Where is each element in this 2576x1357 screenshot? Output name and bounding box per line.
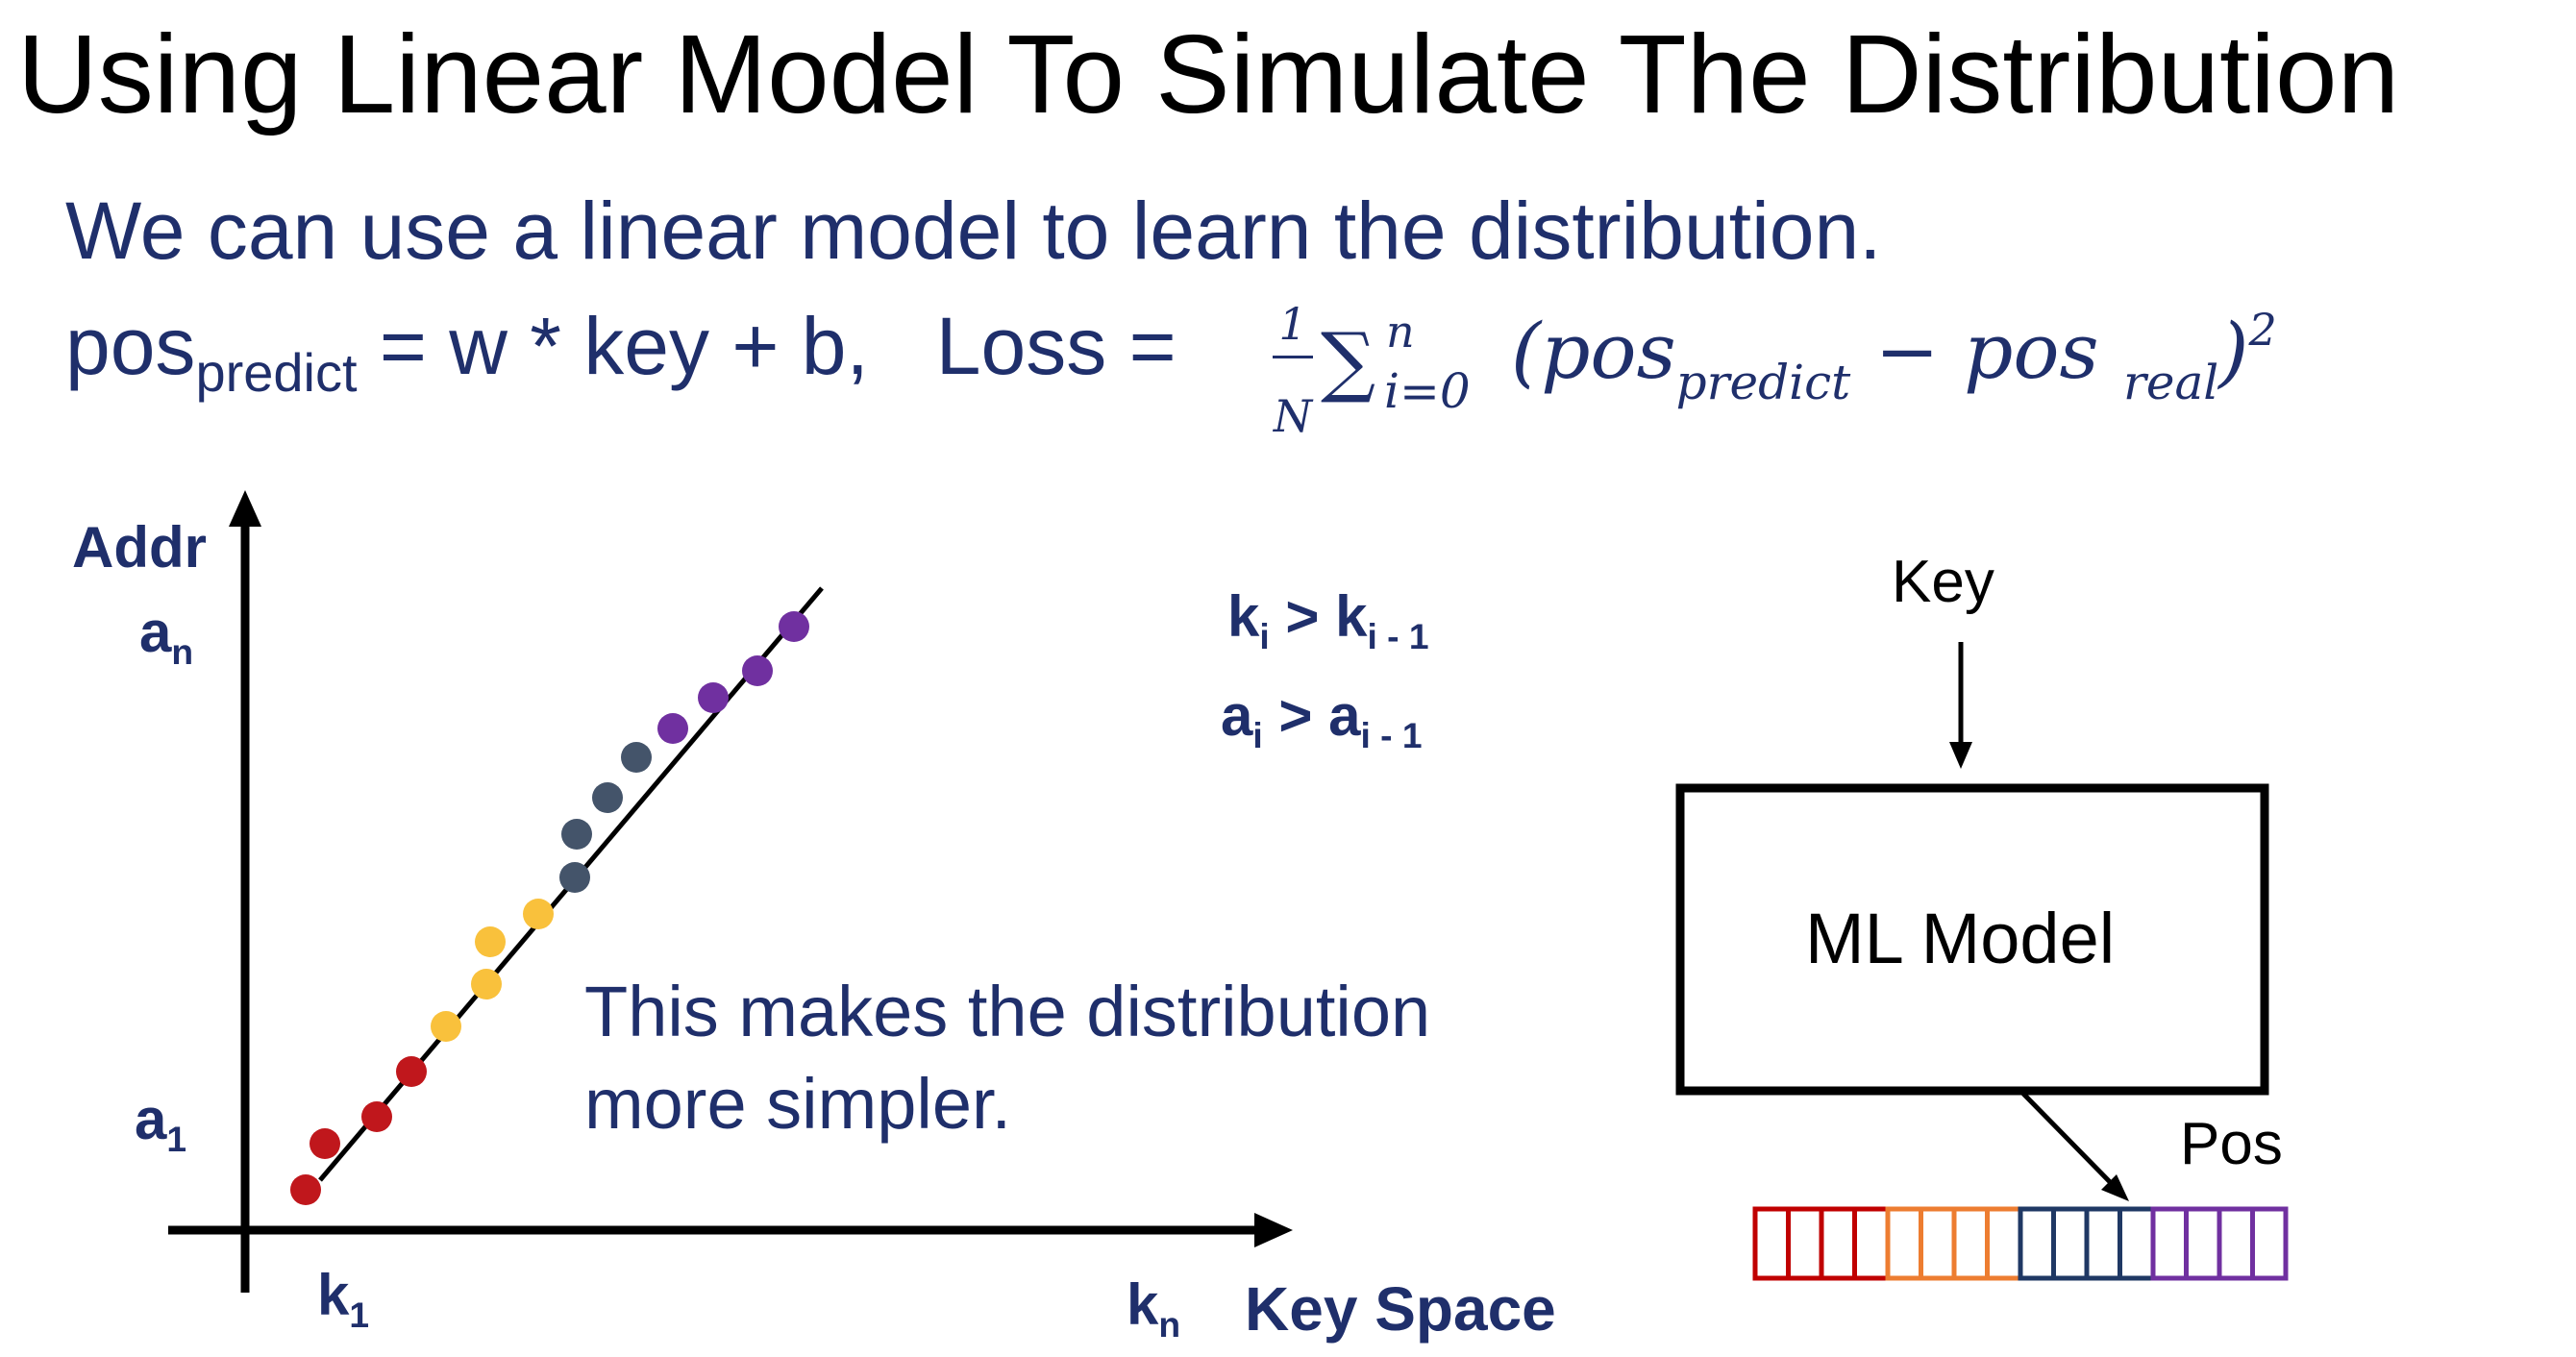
position-array <box>1752 1206 2289 1281</box>
data-point-yellow <box>523 899 554 929</box>
y-axis-arrowhead <box>229 490 261 527</box>
cond1-a: k <box>1227 584 1260 649</box>
array-cell <box>1752 1206 1791 1281</box>
cond1-op: > <box>1269 584 1336 649</box>
an-subscript: n <box>171 631 194 672</box>
data-point-purple <box>742 655 773 686</box>
ml-model-label: ML Model <box>1805 899 2116 978</box>
a1-letter: a <box>135 1087 167 1151</box>
expr-open: (pos <box>1511 307 1676 396</box>
array-cell <box>2118 1206 2156 1281</box>
data-point-gray <box>592 782 623 813</box>
formula-rest: = w * key + b, Loss = <box>357 301 1199 391</box>
an-letter: a <box>139 600 172 664</box>
array-cell <box>2150 1206 2189 1281</box>
cond2-a: a <box>1221 683 1253 748</box>
array-cell <box>2250 1206 2289 1281</box>
data-point-gray <box>559 862 590 893</box>
k1-subscript: 1 <box>349 1295 370 1335</box>
cond2-op: > <box>1262 683 1329 748</box>
sigma-lower-bound: i=0 <box>1384 363 1471 419</box>
label-k1: k1 <box>317 1267 369 1333</box>
fraction-bar <box>1273 356 1313 358</box>
sigma-symbol: ∑ <box>1321 316 1376 406</box>
slide-title: Using Linear Model To Simulate The Distr… <box>17 12 2400 136</box>
array-cell <box>1951 1206 1990 1281</box>
cond1-b-sub: i - 1 <box>1367 616 1429 656</box>
condition-k: ki > ki - 1 <box>1227 588 1429 654</box>
key-arrow-head <box>1949 742 1972 769</box>
data-point-red <box>290 1174 321 1205</box>
predict-subscript: predict <box>195 341 358 403</box>
array-cell <box>1985 1206 2023 1281</box>
intro-text: We can use a linear model to learn the d… <box>65 185 1882 276</box>
data-point-yellow <box>471 969 502 999</box>
condition-a: ai > ai - 1 <box>1221 687 1423 753</box>
array-cell <box>2051 1206 2090 1281</box>
array-cell <box>1852 1206 1891 1281</box>
x-axis-arrowhead <box>1254 1213 1293 1247</box>
expr-sub-predict: predict <box>1675 355 1851 410</box>
array-cell <box>2084 1206 2122 1281</box>
data-point-purple <box>657 713 688 744</box>
data-point-red <box>396 1056 427 1087</box>
fraction-numerator: 1 <box>1278 298 1307 350</box>
data-point-yellow <box>475 926 506 957</box>
x-axis-label: Key Space <box>1245 1274 1556 1344</box>
data-point-red <box>361 1101 392 1132</box>
pos-arrow-head <box>2101 1174 2129 1201</box>
cond2-b-sub: i - 1 <box>1360 715 1423 755</box>
sigma-upper-bound: n <box>1386 306 1415 358</box>
array-cell <box>2018 1206 2056 1281</box>
key-label: Key <box>1892 549 1994 615</box>
data-point-gray <box>621 742 652 773</box>
expr-power: 2 <box>2248 304 2277 356</box>
data-point-red <box>310 1128 340 1159</box>
data-point-purple <box>698 682 729 713</box>
cond1-a-sub: i <box>1259 616 1270 656</box>
array-cell <box>1786 1206 1824 1281</box>
array-cell <box>2217 1206 2255 1281</box>
note-line-2: more simpler. <box>584 1064 1012 1144</box>
array-cell <box>1919 1206 1957 1281</box>
data-point-purple <box>779 611 809 642</box>
pos-arrow <box>2021 1092 2121 1194</box>
array-cell <box>1885 1206 1923 1281</box>
kn-letter: k <box>1127 1272 1159 1337</box>
y-axis-label: Addr <box>72 515 207 580</box>
data-points <box>290 611 809 1205</box>
data-point-gray <box>561 819 592 850</box>
cond2-a-sub: i <box>1252 715 1263 755</box>
label-kn: kn <box>1127 1276 1180 1343</box>
kn-subscript: n <box>1158 1304 1181 1345</box>
cond1-b: k <box>1335 584 1368 649</box>
loss-expression: (pospredict − pos real)2 <box>1511 308 2277 407</box>
data-point-yellow <box>431 1011 461 1042</box>
expr-close: ) <box>2218 307 2249 396</box>
note-line-1: This makes the distribution <box>584 972 1431 1051</box>
explanation-note: This makes the distribution more simpler… <box>584 966 1430 1150</box>
array-cell <box>2184 1206 2222 1281</box>
a1-subscript: 1 <box>166 1119 187 1159</box>
pos-term: pos <box>65 301 196 391</box>
k1-letter: k <box>317 1263 350 1327</box>
fraction-denominator: N <box>1273 390 1313 442</box>
formula-text: pospredict = w * key + b, Loss = <box>65 306 1199 400</box>
expr-minus: − pos <box>1850 307 2123 396</box>
label-an: an <box>139 604 193 670</box>
pos-label: Pos <box>2180 1111 2283 1177</box>
ml-model-box <box>1675 783 2269 1096</box>
array-cell <box>1819 1206 1857 1281</box>
expr-sub-real: real <box>2122 355 2219 410</box>
label-a1: a1 <box>135 1091 186 1157</box>
cond2-b: a <box>1328 683 1361 748</box>
